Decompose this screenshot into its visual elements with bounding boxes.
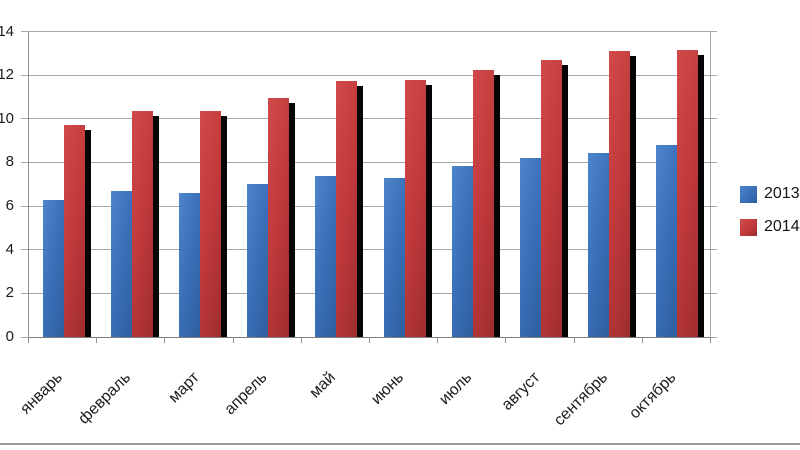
legend: 2013 2014 (740, 184, 800, 250)
x-label-июль: июль (436, 369, 476, 409)
bar-2013-июль[interactable] (451, 165, 473, 337)
y-tick-label-4: 4 (5, 240, 14, 258)
bar-2013-февраль[interactable] (110, 190, 132, 337)
bar-2014-сентябрь[interactable] (609, 51, 631, 337)
x-label-сентябрь: сентябрь (551, 369, 612, 430)
bar-shadow-июль (493, 74, 500, 337)
y-tick-label-0: 0 (5, 328, 14, 345)
x-tick-10 (710, 337, 711, 343)
bar-2014-октябрь[interactable] (677, 50, 699, 337)
plot-right-border (710, 31, 711, 337)
bar-2013-сентябрь[interactable] (588, 152, 610, 337)
x-label-февраль: февраль (75, 369, 135, 428)
bar-2014-февраль[interactable] (131, 111, 153, 337)
legend-item-2014[interactable]: 2014 (740, 217, 800, 237)
gridline-y-2 (21, 292, 717, 294)
bar-2014-апрель[interactable] (268, 98, 290, 337)
gridline-y-4 (21, 249, 717, 251)
y-tick-label-8: 8 (5, 153, 14, 171)
x-label-октябрь: октябрь (626, 369, 680, 423)
bar-2013-май[interactable] (315, 175, 337, 337)
bar-shadow-сентябрь (630, 56, 637, 337)
bar-shadow-апрель (289, 103, 296, 337)
gridline-y-6 (21, 205, 717, 207)
bar-shadow-октябрь (698, 55, 705, 337)
bar-2013-август[interactable] (519, 158, 541, 337)
gridline-y-10 (21, 118, 717, 120)
x-label-январь: январь (17, 369, 67, 418)
bar-shadow-март (220, 116, 227, 337)
y-tick-label-10: 10 (0, 109, 14, 127)
x-tick-3 (232, 337, 234, 343)
x-tick-2 (164, 337, 166, 343)
x-tick-7 (505, 337, 507, 343)
bar-2014-май[interactable] (336, 80, 358, 337)
bar-2013-март[interactable] (178, 192, 200, 337)
x-tick-6 (437, 337, 439, 343)
x-tick-4 (300, 337, 302, 343)
bar-shadow-июнь (425, 84, 432, 337)
x-label-май: май (306, 369, 339, 402)
legend-label-2013: 2013 (764, 185, 800, 202)
x-label-март: март (165, 369, 203, 407)
bar-2013-январь[interactable] (42, 199, 64, 337)
y-tick-label-12: 12 (0, 66, 14, 84)
x-tick-1 (96, 337, 98, 343)
window-bottom-edge-lower (0, 445, 800, 450)
bar-shadow-февраль (152, 116, 159, 337)
x-label-август: август (498, 369, 544, 414)
gridline-y-8 (21, 161, 717, 163)
bar-shadow-май (357, 85, 364, 337)
x-label-июнь: июнь (368, 369, 408, 408)
bar-2014-август[interactable] (540, 59, 562, 337)
y-tick-label-6: 6 (5, 197, 14, 215)
bar-2014-январь[interactable] (63, 125, 85, 337)
gridline-y-14 (21, 31, 717, 32)
bar-2014-июнь[interactable] (404, 79, 426, 337)
y-tick-label-14: 14 (0, 22, 14, 40)
y-tick-label-2: 2 (5, 284, 14, 302)
x-tick-8 (573, 337, 575, 343)
legend-swatch-2013-icon (740, 185, 757, 203)
window-bottom-edge (0, 443, 800, 445)
x-tick-5 (369, 337, 370, 343)
bar-shadow-август (561, 64, 568, 337)
legend-swatch-2014-icon (740, 218, 757, 236)
bar-2014-март[interactable] (199, 111, 221, 337)
x-tick-9 (641, 337, 643, 343)
bar-shadow-январь (84, 130, 91, 337)
legend-item-2013[interactable]: 2013 (740, 184, 800, 204)
gridline-y-12 (21, 74, 717, 76)
bar-2013-октябрь[interactable] (656, 144, 678, 337)
legend-label-2014: 2014 (764, 218, 800, 235)
y-axis-line (28, 31, 29, 337)
bar-2013-апрель[interactable] (247, 184, 269, 337)
x-label-апрель: апрель (221, 369, 271, 419)
x-tick-0 (28, 337, 29, 343)
bar-2014-июль[interactable] (472, 69, 494, 337)
bar-2013-июнь[interactable] (383, 177, 405, 337)
